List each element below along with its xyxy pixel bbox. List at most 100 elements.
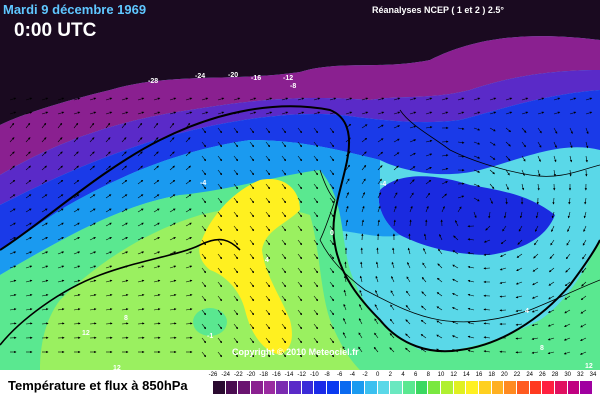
wind-arrow bbox=[73, 251, 81, 255]
wind-arrow bbox=[483, 350, 491, 353]
wind-arrow bbox=[374, 332, 379, 339]
wind-arrow bbox=[265, 169, 271, 176]
wind-arrow bbox=[580, 323, 587, 328]
wind-arrow bbox=[137, 279, 145, 283]
legend-swatch bbox=[352, 381, 366, 394]
legend-tick-label: 30 bbox=[564, 372, 571, 378]
wind-arrow bbox=[441, 111, 449, 115]
wind-arrow bbox=[437, 263, 443, 269]
legend-tick-label: -2 bbox=[362, 372, 368, 378]
wind-arrow bbox=[377, 205, 381, 213]
wind-arrow bbox=[41, 322, 49, 325]
wind-arrow bbox=[358, 318, 363, 325]
legend-tick-labels: -26 -24 -22 -20 -18 -16 -14 -12 -10 -8 -6 -4 -2 0 2 4 6 8… bbox=[209, 370, 597, 380]
wind-arrow bbox=[73, 265, 81, 269]
wind-arrow bbox=[551, 225, 555, 233]
wind-arrow bbox=[473, 141, 481, 145]
wind-arrow bbox=[405, 347, 411, 353]
wind-arrow bbox=[153, 194, 160, 199]
wind-arrow bbox=[313, 169, 319, 176]
wind-arrow bbox=[521, 141, 526, 148]
legend-tick-label: -10 bbox=[309, 372, 319, 378]
wind-arrow bbox=[249, 309, 255, 316]
wind-arrow bbox=[345, 192, 349, 199]
wind-arrow bbox=[313, 211, 319, 218]
wind-arrow bbox=[281, 337, 287, 344]
wind-arrow bbox=[409, 166, 416, 171]
wind-arrow bbox=[249, 239, 255, 246]
wind-arrow bbox=[201, 281, 207, 288]
wind-arrow bbox=[169, 179, 176, 185]
legend-swatch bbox=[339, 381, 353, 394]
wind-arrow bbox=[457, 206, 462, 213]
wind-arrow bbox=[9, 251, 17, 255]
wind-arrow bbox=[105, 265, 113, 269]
wind-arrow bbox=[249, 295, 255, 302]
wind-arrow bbox=[361, 151, 367, 157]
wind-arrow bbox=[265, 183, 271, 190]
wind-arrow bbox=[41, 122, 47, 129]
label-8-west: 8 bbox=[124, 315, 128, 322]
wind-arrow bbox=[421, 276, 427, 283]
wind-arrow bbox=[169, 251, 177, 255]
wind-arrow bbox=[425, 167, 432, 171]
wind-arrow bbox=[233, 183, 239, 190]
wind-arrow bbox=[217, 281, 223, 288]
wind-arrow bbox=[201, 197, 207, 204]
wind-arrow bbox=[537, 97, 545, 101]
wind-arrow bbox=[345, 111, 353, 115]
wind-arrow bbox=[421, 305, 427, 311]
wind-arrow bbox=[393, 165, 399, 171]
wind-arrow bbox=[519, 211, 523, 219]
wind-arrow bbox=[153, 137, 159, 143]
wind-arrow bbox=[457, 195, 465, 199]
wind-arrow bbox=[580, 337, 587, 341]
legend-tick-label: 18 bbox=[488, 372, 495, 378]
wind-arrow bbox=[73, 208, 80, 213]
wind-arrow bbox=[105, 222, 112, 227]
wind-arrow bbox=[423, 247, 427, 255]
wind-arrow bbox=[406, 290, 411, 297]
wind-arrow bbox=[579, 351, 587, 355]
warm-yellow-region bbox=[199, 179, 300, 355]
wind-arrow bbox=[377, 151, 384, 157]
wind-arrow bbox=[502, 225, 507, 232]
wind-arrow bbox=[233, 253, 239, 260]
wind-arrow bbox=[249, 323, 255, 330]
wind-arrow bbox=[313, 295, 319, 302]
wind-arrow bbox=[373, 346, 379, 353]
wind-arrow bbox=[105, 322, 113, 325]
wind-arrow bbox=[567, 211, 571, 219]
wind-arrow bbox=[483, 253, 491, 256]
wind-arrow bbox=[580, 295, 587, 301]
wind-arrow bbox=[9, 293, 17, 297]
wind-arrow bbox=[565, 253, 571, 260]
wind-arrow bbox=[409, 205, 413, 213]
wind-arrow bbox=[297, 253, 303, 260]
wind-arrow bbox=[451, 307, 459, 311]
legend-tick-label: 20 bbox=[500, 372, 508, 378]
wind-arrow bbox=[297, 111, 305, 115]
legend-swatch bbox=[276, 381, 290, 394]
wind-arrow bbox=[137, 179, 144, 185]
wind-arrow bbox=[281, 351, 287, 358]
wind-arrow bbox=[483, 322, 491, 325]
wind-arrow bbox=[563, 351, 571, 355]
wind-arrow bbox=[169, 265, 177, 269]
wind-arrow bbox=[409, 152, 416, 157]
wind-arrow bbox=[297, 239, 303, 246]
wind-arrow bbox=[89, 251, 97, 255]
wind-arrow bbox=[467, 251, 475, 255]
wind-arrow bbox=[553, 97, 561, 101]
wind-arrow bbox=[553, 111, 561, 115]
legend-tick-label: -14 bbox=[284, 372, 294, 378]
wind-arrow bbox=[425, 179, 432, 185]
wind-arrow bbox=[375, 289, 379, 297]
wind-arrow bbox=[393, 97, 401, 101]
wind-arrow bbox=[489, 141, 496, 146]
wind-arrow bbox=[297, 323, 303, 330]
wind-arrow bbox=[409, 111, 417, 115]
purple-band bbox=[0, 36, 600, 175]
wind-arrow bbox=[531, 337, 539, 341]
wind-arrow bbox=[425, 205, 429, 213]
